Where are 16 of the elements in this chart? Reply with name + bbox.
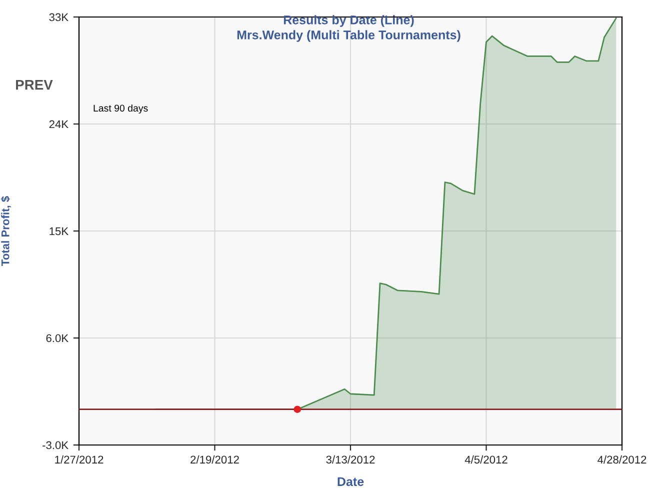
- y-tick-label: 24K: [49, 120, 68, 128]
- x-tick-label: 3/13/2012: [326, 455, 375, 464]
- y-axis-title: Total Profit, $: [0, 196, 11, 266]
- x-axis-title: Date: [338, 477, 364, 486]
- y-tick-label: 6.0K: [46, 334, 68, 342]
- chart-title: Results by Date (Line): [284, 15, 414, 27]
- x-tick-label: 4/28/2012: [598, 455, 646, 464]
- annotation: Last 90 days: [94, 104, 148, 114]
- text: PREV: [16, 80, 53, 90]
- y-tick-label: -3.0K: [42, 441, 68, 450]
- x-tick-label: 1/27/2012: [55, 455, 104, 464]
- y-tick-label: 15K: [50, 227, 68, 236]
- y-tick-label: 33K: [49, 13, 68, 22]
- x-tick-label: 2/19/2012: [190, 455, 239, 464]
- x-tick-label: 4/5/2012: [464, 455, 508, 464]
- text: Mrs.Wendy (Multi Table Tournaments): [237, 30, 460, 42]
